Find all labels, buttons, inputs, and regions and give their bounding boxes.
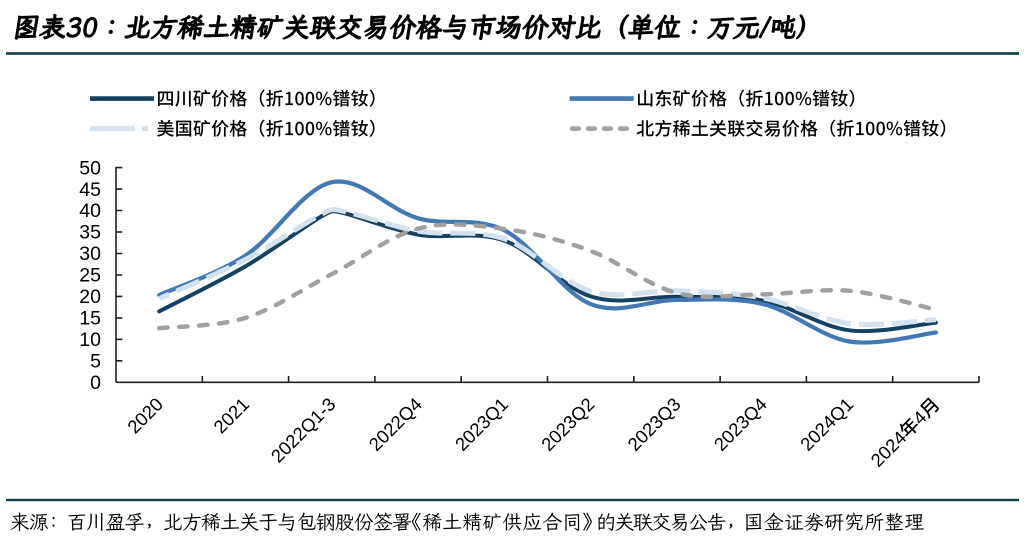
- svg-text:0: 0: [90, 372, 101, 394]
- svg-text:2022Q4: 2022Q4: [365, 393, 426, 454]
- svg-text:2023Q2: 2023Q2: [537, 393, 598, 454]
- svg-text:15: 15: [79, 308, 101, 330]
- svg-text:45: 45: [79, 179, 101, 201]
- svg-text:4: 4: [909, 407, 931, 429]
- svg-text:35: 35: [79, 222, 101, 244]
- svg-text:5: 5: [90, 351, 101, 373]
- svg-text:2023Q1: 2023Q1: [451, 393, 512, 454]
- svg-text:50: 50: [79, 157, 101, 179]
- svg-text:2023Q3: 2023Q3: [623, 393, 684, 454]
- svg-text:2021: 2021: [209, 393, 253, 437]
- svg-text:2020: 2020: [123, 393, 167, 437]
- svg-text:2023Q4: 2023Q4: [710, 393, 771, 454]
- svg-text:2024Q1: 2024Q1: [796, 393, 857, 454]
- svg-text:40: 40: [79, 200, 101, 222]
- svg-text:30: 30: [79, 243, 101, 265]
- svg-text:2022Q1-3: 2022Q1-3: [267, 393, 340, 466]
- svg-text:10: 10: [79, 329, 101, 351]
- svg-text:2024: 2024: [866, 427, 910, 471]
- svg-text:20: 20: [79, 286, 101, 308]
- svg-text:25: 25: [79, 265, 101, 287]
